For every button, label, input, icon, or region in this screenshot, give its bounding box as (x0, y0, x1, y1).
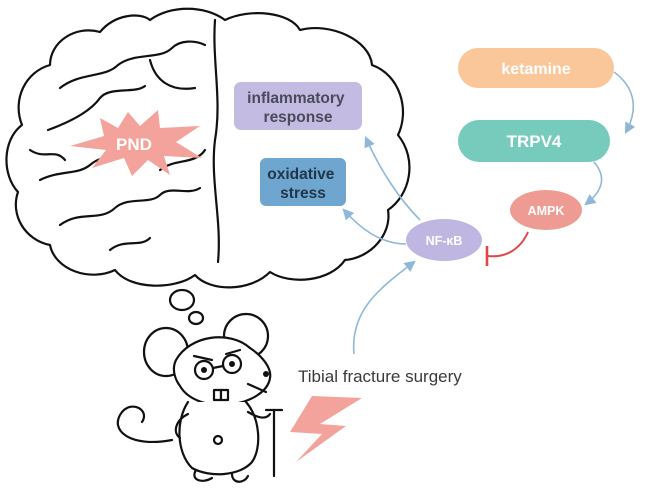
mouse-character (116, 312, 284, 483)
thought-bubble-large (168, 288, 196, 312)
svg-text:inflammatory response: inflammatory response (247, 90, 349, 126)
ketamine-node: ketamine (458, 48, 614, 88)
arrow-nfkb-to-inflammatory (364, 135, 421, 221)
surgery-label: Tibial fracture surgery (298, 367, 462, 386)
nfkb-node: NF-κB (406, 219, 482, 261)
arrow-ketamine-to-trpv4 (613, 71, 636, 134)
pnd-label: PND (116, 135, 152, 154)
thought-bubble-small (187, 310, 205, 326)
trpv4-node: TRPV4 (458, 120, 610, 162)
oxidative-line-2: stress (280, 185, 326, 202)
ampk-node: AMPK (510, 190, 582, 230)
inflammatory-response-box: inflammatory response (234, 82, 362, 130)
inflammatory-line-1: inflammatory (247, 90, 345, 107)
inhibition-ampk-nfkb (485, 231, 529, 266)
nfkb-label: NF-κB (426, 234, 463, 248)
inflammatory-line-2: response (264, 109, 333, 126)
arrow-trpv4-to-ampk (584, 161, 603, 206)
ketamine-label: ketamine (501, 61, 570, 78)
ampk-label: AMPK (528, 204, 565, 218)
oxidative-line-1: oxidative (267, 166, 335, 183)
trpv4-label: TRPV4 (507, 132, 562, 151)
brain-cloud (5, 7, 411, 289)
lightning-bolt (290, 396, 362, 462)
pnd-burst: PND (70, 110, 202, 176)
oxidative-stress-box: oxidative stress (260, 158, 346, 206)
arrow-nfkb-to-oxidative (342, 208, 407, 245)
arrow-surgery-to-nfkb (352, 260, 416, 355)
svg-text:oxidative stress: oxidative stress (267, 166, 339, 202)
